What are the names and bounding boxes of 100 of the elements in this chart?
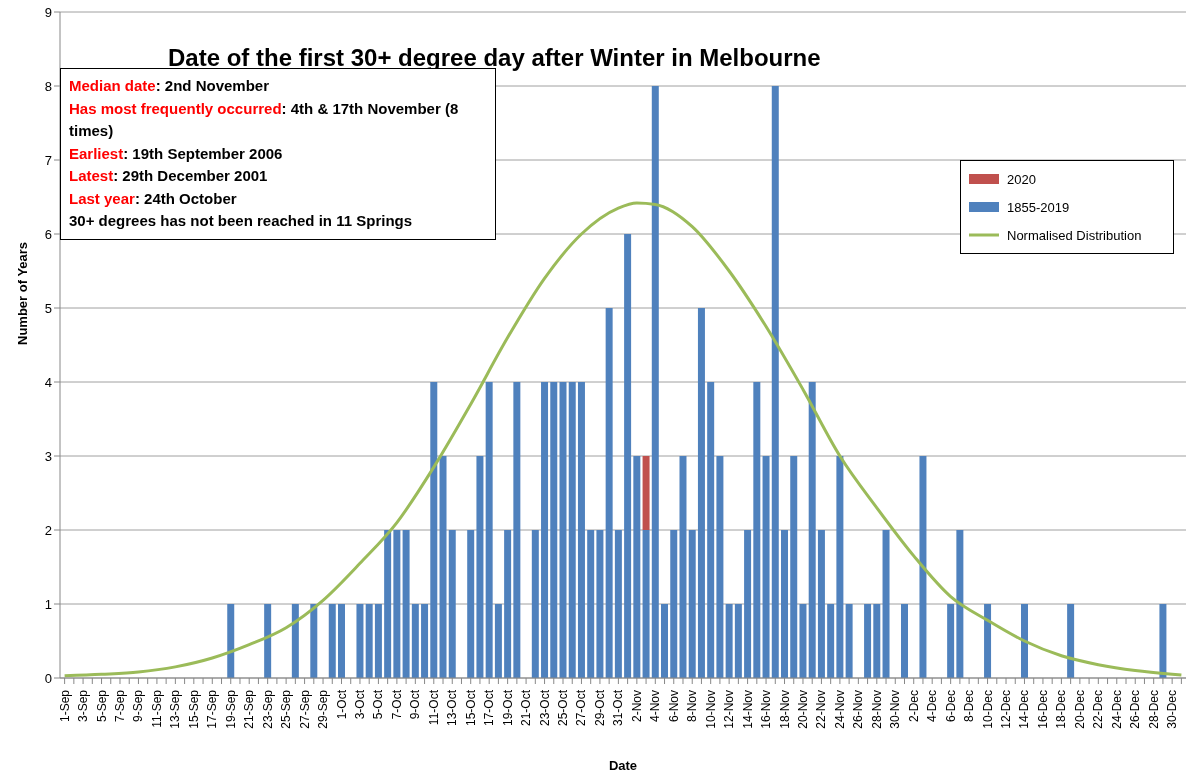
x-tick-label: 23-Sep — [260, 689, 275, 729]
bar — [227, 604, 235, 678]
bar — [1159, 604, 1167, 678]
x-tick-label: 30-Nov — [888, 690, 903, 729]
x-tick-label: 2-Nov — [629, 690, 644, 723]
bar — [605, 308, 613, 678]
bar — [374, 604, 382, 678]
x-tick-label: 13-Sep — [168, 689, 183, 729]
x-tick-label: 6-Dec — [943, 690, 958, 723]
annotation: Latest: 29th December 2001 — [69, 166, 269, 186]
x-tick-label: 3-Sep — [76, 689, 91, 723]
bar — [633, 456, 641, 678]
bar — [882, 530, 890, 678]
x-tick-label: 6-Nov — [666, 690, 681, 723]
bar — [725, 604, 733, 678]
x-tick-label: 12-Nov — [722, 690, 737, 729]
x-tick-label: 9-Oct — [408, 689, 423, 720]
bar — [291, 604, 299, 678]
bar — [753, 382, 761, 678]
x-tick-label: 22-Dec — [1091, 690, 1106, 729]
x-tick-label: 8-Dec — [962, 690, 977, 723]
bar — [494, 604, 502, 678]
y-tick-label: 0 — [44, 670, 52, 686]
bar — [956, 530, 964, 678]
x-tick-label: 24-Nov — [832, 690, 847, 729]
x-tick-label: 14-Nov — [740, 690, 755, 729]
bar — [411, 604, 419, 678]
bar — [476, 456, 484, 678]
x-tick-label: 16-Dec — [1035, 690, 1050, 729]
x-tick-label: 25-Oct — [556, 689, 571, 727]
text: Date of the first 30+ degree day after Winter in Melbourne — [168, 44, 821, 72]
bar — [467, 530, 475, 678]
x-tick-label: 29-Sep — [316, 689, 331, 729]
x-tick-label: 20-Nov — [795, 690, 810, 729]
bar — [697, 308, 705, 678]
x-tick-label: 20-Dec — [1072, 690, 1087, 729]
x-tick-label: 9-Sep — [131, 689, 146, 723]
bar — [873, 604, 881, 678]
x-tick-label: 28-Nov — [869, 690, 884, 729]
y-tick-label: 6 — [44, 226, 52, 242]
x-tick-label: 15-Sep — [186, 689, 201, 729]
bar — [448, 530, 456, 678]
x-tick-label: 3-Oct — [352, 689, 367, 720]
annotation: Earliest: 19th September 2006 — [69, 143, 284, 164]
bar — [707, 382, 715, 678]
bar — [836, 456, 844, 678]
x-tick-label: 7-Sep — [112, 689, 127, 723]
x-tick-label: 4-Dec — [925, 690, 940, 723]
bar — [716, 456, 724, 678]
legend-label: 2020 — [1007, 171, 1036, 187]
bar — [734, 604, 742, 678]
x-tick-label: 15-Oct — [463, 689, 478, 727]
bar — [845, 604, 853, 678]
bar — [596, 530, 604, 678]
bar — [624, 234, 632, 678]
bar — [264, 604, 272, 678]
legend-label: 1855-2019 — [1007, 199, 1070, 215]
x-tick-label: 19-Sep — [223, 689, 238, 729]
bar — [688, 530, 696, 678]
x-tick-label: 18-Dec — [1054, 690, 1069, 729]
bar — [947, 604, 955, 678]
x-tick-label: 5-Oct — [371, 689, 386, 720]
bar — [365, 604, 373, 678]
bar — [864, 604, 872, 678]
x-tick-label: 4-Nov — [648, 690, 663, 723]
bar — [485, 382, 493, 678]
x-tick-label: 23-Oct — [537, 689, 552, 727]
x-tick-label: 26-Nov — [851, 690, 866, 729]
x-tick-label: 10-Dec — [980, 690, 995, 729]
x-tick-label: 28-Dec — [1146, 690, 1161, 729]
text: Has most frequently occurred: 4th & 17th November (8 times) — [69, 99, 459, 139]
x-tick-label: 21-Oct — [519, 689, 534, 727]
bar — [661, 604, 669, 678]
y-tick-label: 5 — [44, 300, 52, 316]
bar — [356, 604, 364, 678]
bar — [384, 530, 392, 678]
y-tick-label: 4 — [44, 374, 52, 390]
bar — [614, 530, 622, 678]
bar — [790, 456, 798, 678]
bar — [827, 604, 835, 678]
x-tick-label: 1-Oct — [334, 689, 349, 720]
x-tick-label: 21-Sep — [242, 689, 257, 729]
annotation: 30+ degrees has not been reached in 11 Springs — [69, 211, 414, 231]
bar — [328, 604, 336, 678]
x-tick-label: 5-Sep — [94, 689, 109, 723]
x-tick-label: 11-Sep — [149, 689, 164, 728]
bar — [984, 604, 992, 678]
x-tick-label: 26-Dec — [1128, 690, 1143, 729]
x-tick-label: 29-Oct — [592, 689, 607, 727]
bar — [541, 382, 549, 678]
bar — [550, 382, 558, 678]
x-tick-label: 11-Oct — [426, 689, 441, 726]
bar — [1020, 604, 1028, 678]
x-tick-label: 31-Oct — [611, 689, 626, 727]
bar — [744, 530, 752, 678]
y-tick-label: 1 — [44, 596, 52, 612]
bar — [919, 456, 927, 678]
x-tick-label: 17-Sep — [205, 689, 220, 729]
bar — [568, 382, 576, 678]
x-tick-label: 14-Dec — [1017, 690, 1032, 729]
